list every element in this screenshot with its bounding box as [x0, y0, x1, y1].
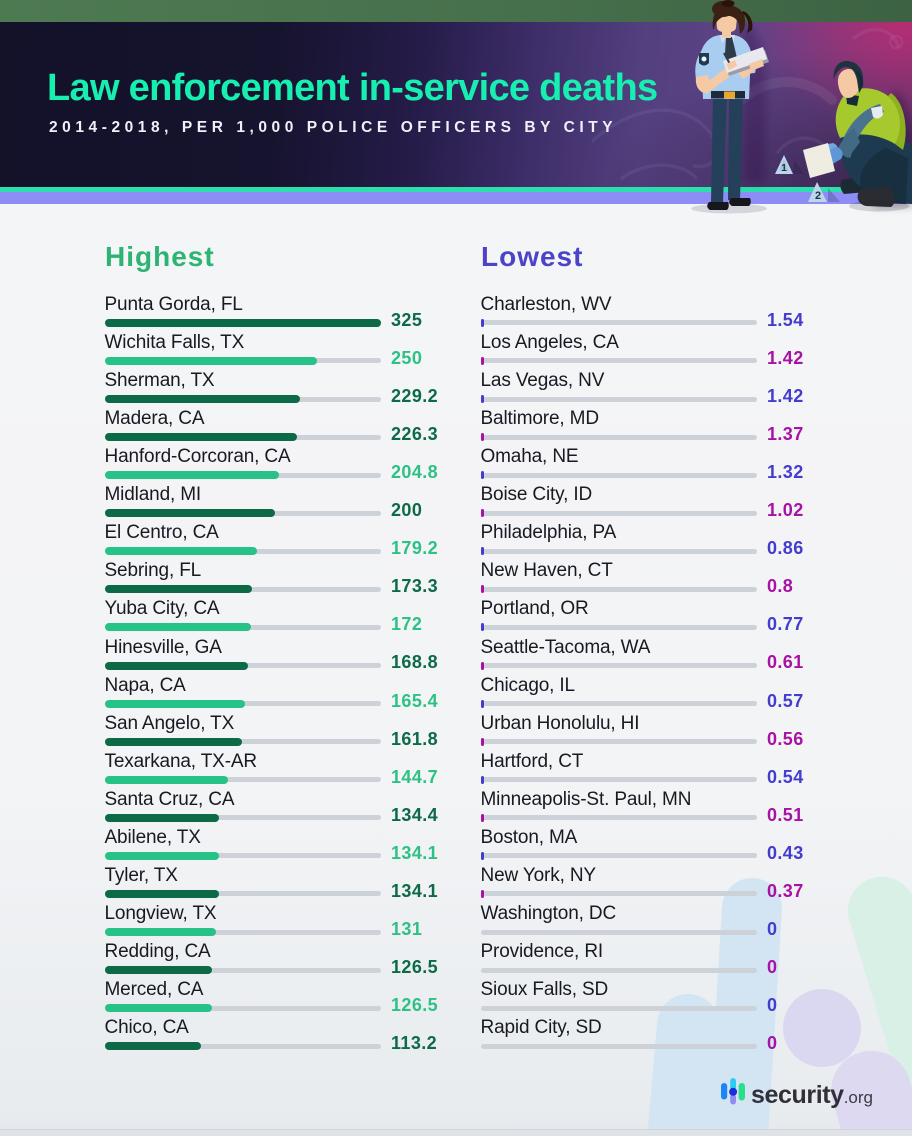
svg-text:2: 2 — [815, 190, 821, 202]
svg-text:1: 1 — [781, 163, 787, 174]
